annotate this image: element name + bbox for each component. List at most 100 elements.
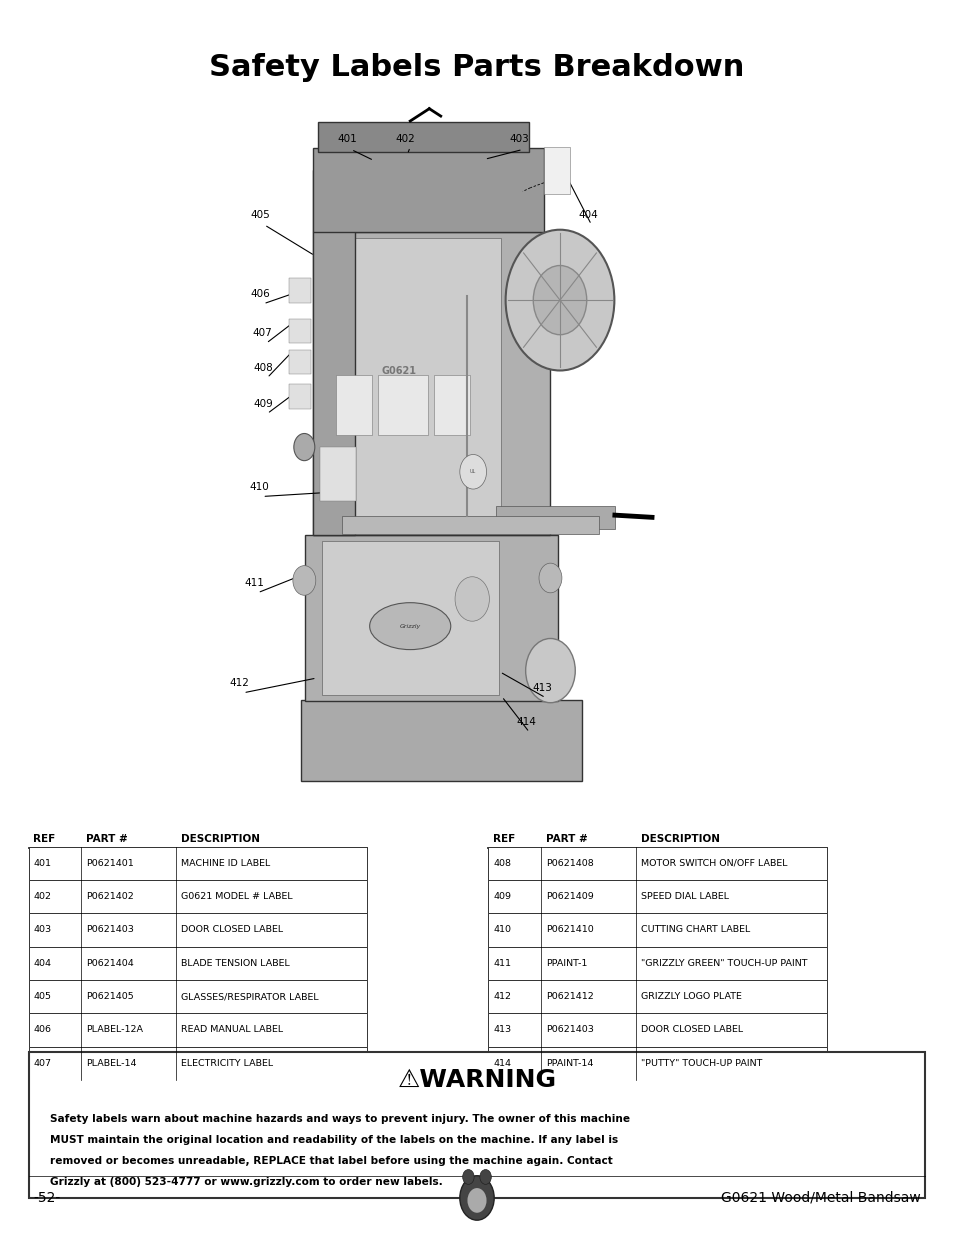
Text: PPAINT-1: PPAINT-1 <box>545 958 586 968</box>
Text: 407: 407 <box>253 329 273 338</box>
Text: 407: 407 <box>33 1058 51 1068</box>
Bar <box>289 319 311 343</box>
Text: "GRIZZLY GREEN" TOUCH-UP PAINT: "GRIZZLY GREEN" TOUCH-UP PAINT <box>640 958 807 968</box>
Bar <box>488 1047 826 1079</box>
Text: REF: REF <box>493 834 515 844</box>
Text: P0621410: P0621410 <box>545 925 593 935</box>
Circle shape <box>455 577 489 621</box>
Text: P0621403: P0621403 <box>86 925 133 935</box>
Text: 410: 410 <box>249 482 269 492</box>
Text: "PUTTY" TOUCH-UP PAINT: "PUTTY" TOUCH-UP PAINT <box>640 1058 761 1068</box>
Text: 403: 403 <box>509 135 529 144</box>
Text: GLASSES/RESPIRATOR LABEL: GLASSES/RESPIRATOR LABEL <box>181 992 318 1002</box>
Bar <box>300 700 581 781</box>
Text: -52-: -52- <box>33 1191 61 1205</box>
Ellipse shape <box>369 603 451 650</box>
Text: 404: 404 <box>578 210 598 220</box>
Bar <box>313 232 549 535</box>
Bar <box>341 516 598 534</box>
Text: PLABEL-12A: PLABEL-12A <box>86 1025 143 1035</box>
Bar <box>488 847 826 879</box>
Bar <box>29 1013 367 1047</box>
Text: 404: 404 <box>33 958 51 968</box>
Bar <box>488 879 826 914</box>
Text: P0621409: P0621409 <box>545 892 593 902</box>
Text: Safety labels warn about machine hazards and ways to prevent injury. The owner o: Safety labels warn about machine hazards… <box>50 1114 629 1124</box>
Text: 414: 414 <box>493 1058 511 1068</box>
Text: 409: 409 <box>253 399 274 409</box>
Text: 413: 413 <box>493 1025 511 1035</box>
Text: 402: 402 <box>33 892 51 902</box>
Bar <box>317 122 529 152</box>
Text: PPAINT-14: PPAINT-14 <box>545 1058 593 1068</box>
Text: removed or becomes unreadable, REPLACE that label before using the machine again: removed or becomes unreadable, REPLACE t… <box>50 1156 612 1166</box>
Bar <box>305 535 558 701</box>
Text: DOOR CLOSED LABEL: DOOR CLOSED LABEL <box>181 925 283 935</box>
Bar <box>377 375 428 435</box>
Text: 410: 410 <box>493 925 511 935</box>
Bar <box>29 1047 367 1079</box>
Bar <box>488 946 826 981</box>
Bar <box>488 914 826 946</box>
Text: DOOR CLOSED LABEL: DOOR CLOSED LABEL <box>640 1025 742 1035</box>
Text: 405: 405 <box>33 992 51 1002</box>
Bar <box>488 981 826 1013</box>
Text: 409: 409 <box>493 892 511 902</box>
Bar <box>29 914 367 946</box>
Text: P0621405: P0621405 <box>86 992 133 1002</box>
Bar <box>313 170 355 535</box>
Circle shape <box>459 454 486 489</box>
Text: DESCRIPTION: DESCRIPTION <box>181 834 260 844</box>
Text: Safety Labels Parts Breakdown: Safety Labels Parts Breakdown <box>209 53 744 82</box>
Text: 412: 412 <box>230 678 250 688</box>
Text: 413: 413 <box>532 683 552 693</box>
Text: MUST maintain the original location and readability of the labels on the machine: MUST maintain the original location and … <box>50 1135 618 1145</box>
Text: 401: 401 <box>337 135 357 144</box>
Circle shape <box>459 1176 494 1220</box>
Bar <box>488 1013 826 1047</box>
Text: P0621404: P0621404 <box>86 958 133 968</box>
Text: 405: 405 <box>251 210 271 220</box>
Text: 408: 408 <box>253 363 274 373</box>
Bar <box>29 1052 924 1198</box>
Bar <box>496 506 615 529</box>
Text: ELECTRICITY LABEL: ELECTRICITY LABEL <box>181 1058 274 1068</box>
Bar <box>289 350 311 374</box>
Text: 411: 411 <box>244 578 264 588</box>
Circle shape <box>293 566 315 595</box>
Text: BLADE TENSION LABEL: BLADE TENSION LABEL <box>181 958 290 968</box>
Text: 411: 411 <box>493 958 511 968</box>
Text: G0621: G0621 <box>381 366 416 375</box>
Text: 403: 403 <box>33 925 51 935</box>
Bar <box>29 879 367 914</box>
Text: 406: 406 <box>250 289 270 299</box>
Text: MOTOR SWITCH ON/OFF LABEL: MOTOR SWITCH ON/OFF LABEL <box>640 858 787 868</box>
Text: PLABEL-14: PLABEL-14 <box>86 1058 136 1068</box>
Text: P0621403: P0621403 <box>545 1025 593 1035</box>
Bar <box>434 375 470 435</box>
Text: SPEED DIAL LABEL: SPEED DIAL LABEL <box>640 892 728 902</box>
Text: Grizzly: Grizzly <box>399 624 420 629</box>
Text: UL: UL <box>470 469 476 474</box>
Text: ⚠WARNING: ⚠WARNING <box>397 1068 556 1092</box>
Text: 402: 402 <box>395 135 416 144</box>
Text: 406: 406 <box>33 1025 51 1035</box>
Text: CUTTING CHART LABEL: CUTTING CHART LABEL <box>640 925 750 935</box>
Text: G0621 MODEL # LABEL: G0621 MODEL # LABEL <box>181 892 293 902</box>
Bar <box>289 384 311 409</box>
Circle shape <box>462 1170 474 1184</box>
Text: PART #: PART # <box>545 834 587 844</box>
Text: 412: 412 <box>493 992 511 1002</box>
Text: 408: 408 <box>493 858 511 868</box>
Text: READ MANUAL LABEL: READ MANUAL LABEL <box>181 1025 283 1035</box>
Text: PART #: PART # <box>86 834 128 844</box>
Bar <box>322 541 498 695</box>
Text: Grizzly at (800) 523-4777 or www.grizzly.com to order new labels.: Grizzly at (800) 523-4777 or www.grizzly… <box>50 1177 442 1187</box>
Bar <box>29 847 367 879</box>
Text: MACHINE ID LABEL: MACHINE ID LABEL <box>181 858 271 868</box>
Text: P0621412: P0621412 <box>545 992 593 1002</box>
Bar <box>543 147 570 194</box>
Circle shape <box>467 1188 486 1213</box>
Bar <box>319 447 355 501</box>
Text: G0621 Wood/Metal Bandsaw: G0621 Wood/Metal Bandsaw <box>720 1191 920 1205</box>
